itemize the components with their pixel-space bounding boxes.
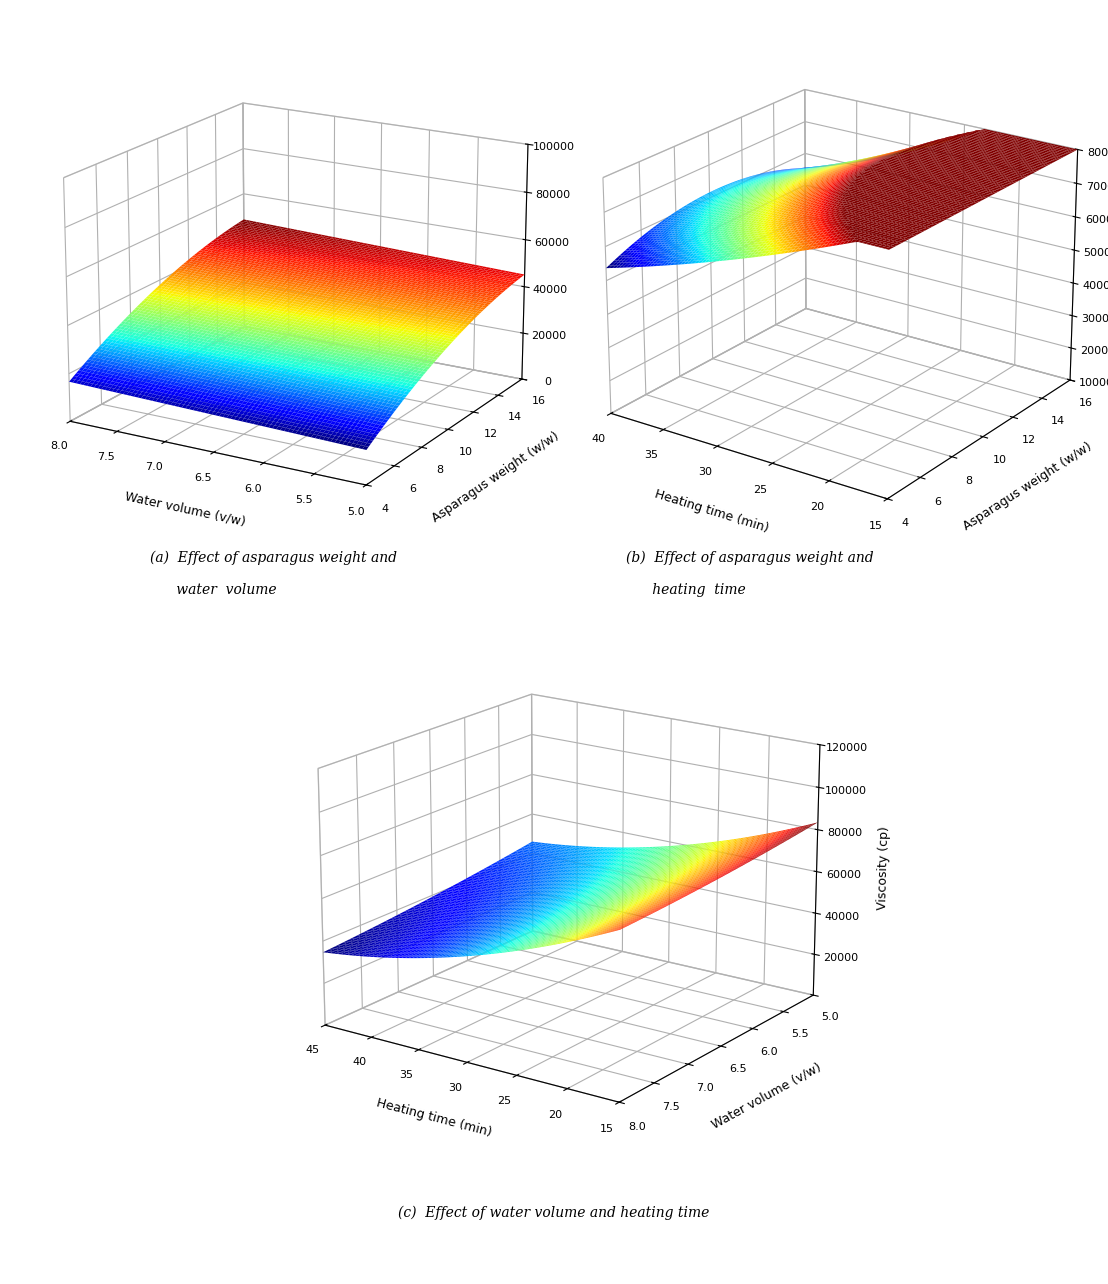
Text: water  volume: water volume (150, 583, 276, 597)
Text: (b)  Effect of asparagus weight and: (b) Effect of asparagus weight and (626, 551, 873, 565)
Y-axis label: Asparagus weight (w/w): Asparagus weight (w/w) (962, 440, 1095, 533)
Text: (a)  Effect of asparagus weight and: (a) Effect of asparagus weight and (150, 551, 397, 565)
Text: (c)  Effect of water volume and heating time: (c) Effect of water volume and heating t… (398, 1206, 710, 1220)
X-axis label: Water volume (v/w): Water volume (v/w) (123, 489, 246, 528)
Y-axis label: Asparagus weight (w/w): Asparagus weight (w/w) (430, 429, 562, 525)
Text: heating  time: heating time (626, 583, 746, 597)
Y-axis label: Water volume (v/w): Water volume (v/w) (709, 1061, 823, 1131)
X-axis label: Heating time (min): Heating time (min) (376, 1097, 493, 1139)
X-axis label: Heating time (min): Heating time (min) (654, 488, 770, 535)
